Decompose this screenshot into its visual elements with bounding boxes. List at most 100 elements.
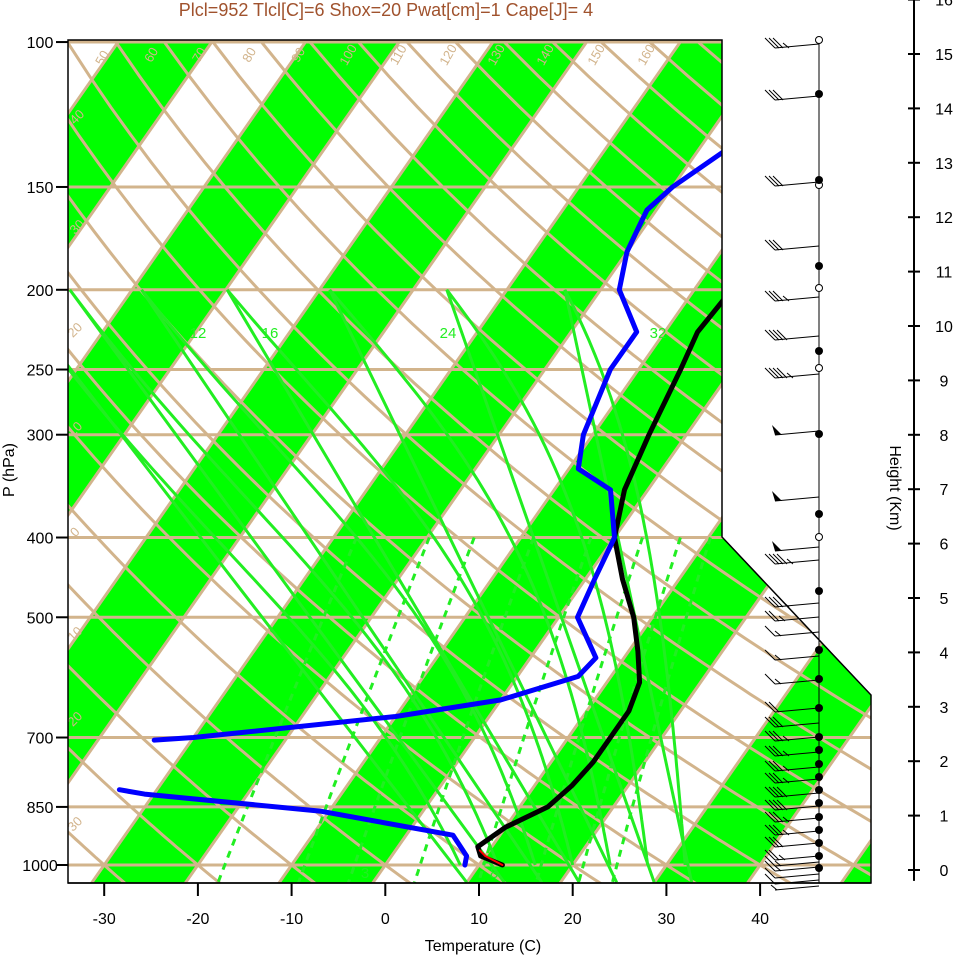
moist-adiabat-line — [68, 288, 468, 883]
pressure-tick-label: 150 — [27, 180, 54, 197]
height-tick-label: 15 — [935, 47, 953, 64]
x-tick-label: -30 — [93, 911, 116, 928]
x-tick-label: 30 — [658, 911, 676, 928]
wind-barb-full — [764, 786, 776, 798]
height-tick-label: 12 — [935, 210, 953, 227]
pressure-tick-label: 500 — [27, 610, 54, 627]
wind-barb-full — [768, 89, 780, 101]
wind-barb-half — [782, 601, 790, 608]
wind-barb-full — [764, 89, 776, 101]
wind-barb — [764, 867, 820, 879]
moist-adiabat-line — [225, 288, 581, 883]
wind-barb-full — [764, 329, 776, 341]
wind-barb-full — [764, 701, 776, 713]
dry-adiabat-label: 60 — [141, 45, 161, 65]
isotherm-label: 0 — [722, 462, 738, 478]
wind-barb-half — [782, 295, 790, 302]
mixing-ratio-lines — [68, 288, 712, 883]
mixing-ratio-label: 12 — [190, 325, 207, 342]
height-tick-label: 4 — [940, 645, 949, 662]
isotherm-band — [68, 40, 426, 883]
series-parcel-line — [478, 849, 504, 866]
pressure-tick-label: 200 — [27, 283, 54, 300]
isotherm-line — [79, 40, 708, 883]
wind-barb-half — [782, 750, 790, 757]
dry-adiabat-line — [68, 40, 530, 883]
wind-barb-full — [764, 849, 776, 861]
mixing-ratio-label: 24 — [440, 325, 457, 342]
series-dewpoint-upper-line — [151, 40, 871, 743]
x-tick-label: 0 — [381, 911, 390, 928]
wind-level-dot — [815, 786, 823, 794]
wind-barb-full — [764, 553, 776, 565]
wind-barb — [764, 175, 820, 187]
wind-barb — [764, 730, 820, 742]
height-tick-label: 10 — [935, 319, 953, 336]
wind-barb-full — [768, 239, 780, 251]
isotherm-label: 30 — [723, 126, 744, 147]
pressure-axis: 100 150 200 250 300 400 500 700 850 1000 — [22, 35, 68, 875]
wind-barb-staff — [774, 546, 820, 552]
wind-level-dot — [815, 533, 823, 541]
isotherm-line — [68, 40, 334, 883]
wind-level-dot — [815, 347, 823, 355]
height-tick-label: 2 — [940, 754, 949, 771]
dry-adiabat-line — [68, 40, 871, 883]
wind-barb-full — [764, 673, 776, 685]
wind-barb — [764, 760, 820, 772]
wind-barb-full — [772, 290, 784, 302]
wind-barb — [764, 367, 820, 379]
wind-level-dot — [815, 864, 823, 872]
wind-barb-full — [764, 860, 776, 872]
wind-barb-half — [786, 372, 794, 379]
wind-barb — [764, 649, 820, 661]
wind-barb-full — [764, 836, 776, 848]
x-tick-label: 20 — [564, 911, 582, 928]
height-tick-label: 6 — [940, 537, 949, 554]
wind-barb-flag — [772, 425, 782, 435]
wind-barb-half — [782, 777, 790, 784]
wind-barb-full — [764, 625, 776, 637]
dry-adiabat-line — [68, 40, 433, 883]
wind-barb-staff — [774, 879, 820, 885]
wind-barb — [764, 89, 820, 101]
wind-barb — [764, 553, 820, 565]
wind-barb-full — [768, 811, 780, 823]
wind-barb-staff — [774, 855, 820, 861]
height-tick-label: 9 — [940, 373, 949, 390]
wind-barb-full — [772, 596, 784, 608]
wind-barb-half — [782, 735, 790, 742]
wind-level-dot — [815, 746, 823, 754]
wind-barb-full — [768, 610, 780, 622]
height-tick-label: 1 — [940, 809, 949, 826]
wind-barb — [764, 329, 820, 341]
wind-barb-full — [768, 836, 780, 848]
wind-level-dot — [815, 587, 823, 595]
wind-barb-full — [764, 596, 776, 608]
wind-barb-half — [778, 854, 786, 861]
isotherm-label: 10 — [723, 343, 744, 364]
height-tick-label: 16 — [935, 0, 953, 10]
wind-barb-full — [768, 367, 780, 379]
pressure-tick-label: 250 — [27, 363, 54, 380]
mixing-ratio-line — [216, 536, 358, 883]
wind-barb — [764, 772, 820, 784]
mixing-ratio-line — [577, 537, 682, 883]
wind-barb-half — [774, 678, 782, 685]
wind-barb-half — [782, 829, 790, 836]
x-axis-title: Temperature (C) — [425, 938, 541, 955]
wind-level-dot — [815, 675, 823, 683]
moist-adiabat-line — [445, 288, 656, 883]
wind-barb-full — [764, 873, 776, 885]
wind-barb-half — [774, 630, 782, 637]
wind-level-dot — [815, 36, 823, 44]
wind-level-dot — [815, 799, 823, 807]
wind-barb-full — [772, 836, 784, 848]
mixing-ratio-label: 32 — [650, 325, 667, 342]
wind-barb-half — [786, 558, 794, 565]
height-tick-label: 13 — [935, 156, 953, 173]
wind-barb — [772, 425, 820, 436]
wind-barb-full — [768, 175, 780, 187]
wind-barb-full — [772, 175, 784, 187]
